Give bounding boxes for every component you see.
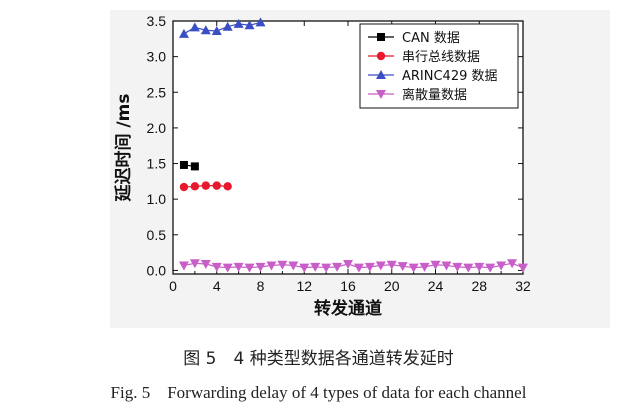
data-point	[364, 262, 375, 272]
data-point	[452, 262, 463, 272]
data-point	[266, 261, 277, 271]
data-point	[189, 259, 200, 269]
x-tick-label: 4	[213, 278, 221, 294]
data-point	[211, 25, 222, 35]
data-point	[408, 263, 419, 273]
data-point	[375, 261, 386, 271]
data-point	[222, 263, 233, 273]
x-tick-label: 12	[296, 278, 312, 294]
figure-caption-cn: 图 5 4 种类型数据各通道转发延时	[0, 344, 637, 369]
axis-ticks: 0 4 8 12 16 20 24 28 32 0.0 0.5 1.0 1.5 2.0 2.5 3.0 3.5	[147, 13, 531, 294]
series-2	[179, 181, 232, 192]
legend-marker	[376, 90, 386, 99]
x-tick-label: 24	[428, 278, 444, 294]
data-point	[299, 263, 310, 273]
data-point	[179, 182, 189, 192]
data-point	[200, 25, 211, 35]
data-point	[288, 261, 299, 271]
y-axis-label: 延迟时间 /ms	[113, 94, 134, 203]
data-point	[244, 20, 255, 30]
data-point	[255, 262, 266, 272]
data-point	[244, 263, 255, 273]
legend-marker	[376, 70, 386, 79]
data-marks	[178, 17, 528, 273]
data-point	[233, 18, 244, 28]
y-tick-label: 3.0	[147, 49, 167, 65]
figure-panel: 0 4 8 12 16 20 24 28 32 0.0 0.5 1.0 1.5 2.0 2.5 3.0 3.5 …	[110, 10, 610, 328]
data-point	[255, 17, 266, 27]
data-point	[485, 263, 496, 273]
y-tick-label: 3.5	[147, 13, 167, 29]
data-point	[277, 260, 288, 270]
figure-caption-en: Fig. 5 Forwarding delay of 4 types of da…	[0, 383, 637, 403]
data-point	[212, 181, 221, 190]
legend-marker	[377, 33, 385, 41]
legend-marker	[376, 51, 386, 61]
series-3	[178, 17, 266, 38]
legend-label: ARINC429 数据	[402, 69, 498, 84]
data-point	[441, 261, 452, 271]
data-point	[310, 262, 321, 272]
legend-label: 离散量数据	[402, 87, 467, 103]
x-tick-label: 32	[515, 278, 531, 294]
x-tick-label: 28	[471, 278, 487, 294]
data-point	[222, 21, 233, 31]
data-point	[200, 260, 211, 270]
data-point	[179, 160, 188, 169]
figure-caption-en-label: Fig. 5	[110, 383, 151, 402]
data-point	[190, 162, 199, 171]
data-point	[178, 261, 189, 271]
data-point	[332, 262, 343, 272]
legend-item: CAN 数据	[368, 31, 460, 46]
data-point	[518, 263, 528, 273]
legend-item: 离散量数据	[368, 87, 467, 103]
legend-item: 串行总线数据	[368, 50, 480, 65]
x-tick-label: 16	[340, 278, 356, 294]
data-point	[507, 259, 518, 269]
figure-caption-cn-text: 图 5 4 种类型数据各通道转发延时	[183, 349, 454, 369]
data-point	[201, 181, 211, 190]
series-4	[178, 259, 528, 273]
data-point	[178, 28, 189, 38]
legend-label: 串行总线数据	[402, 50, 480, 65]
legend-label: CAN 数据	[402, 31, 460, 46]
data-point	[343, 260, 353, 270]
data-point	[321, 263, 332, 273]
data-point	[353, 263, 364, 273]
x-tick-label: 20	[384, 278, 400, 294]
data-point	[223, 182, 232, 191]
data-point	[496, 261, 507, 271]
data-point	[419, 262, 430, 272]
figure-caption-en-text: Forwarding delay of 4 types of data for …	[167, 383, 527, 402]
y-tick-label: 1.5	[147, 156, 167, 172]
data-point	[463, 263, 474, 273]
x-tick-label: 8	[257, 278, 265, 294]
x-tick-label: 0	[169, 278, 177, 294]
data-point	[386, 260, 397, 270]
data-point	[474, 262, 485, 272]
y-tick-label: 2.0	[147, 120, 167, 136]
data-point	[189, 22, 200, 32]
y-tick-label: 0.0	[147, 262, 167, 278]
y-tick-label: 2.5	[147, 84, 167, 100]
data-point	[233, 262, 244, 272]
y-tick-label: 1.0	[147, 191, 167, 207]
data-point	[190, 182, 200, 191]
series-1	[179, 160, 199, 171]
data-point	[397, 262, 408, 272]
chart: 0 4 8 12 16 20 24 28 320.00.51.01.52.02.53.03.5 …	[113, 13, 531, 319]
y-tick-label: 0.5	[147, 227, 167, 243]
legend-item: ARINC429 数据	[368, 69, 498, 84]
data-point	[211, 262, 222, 272]
x-axis-label: 转发通道	[314, 298, 382, 319]
data-point	[430, 260, 441, 270]
